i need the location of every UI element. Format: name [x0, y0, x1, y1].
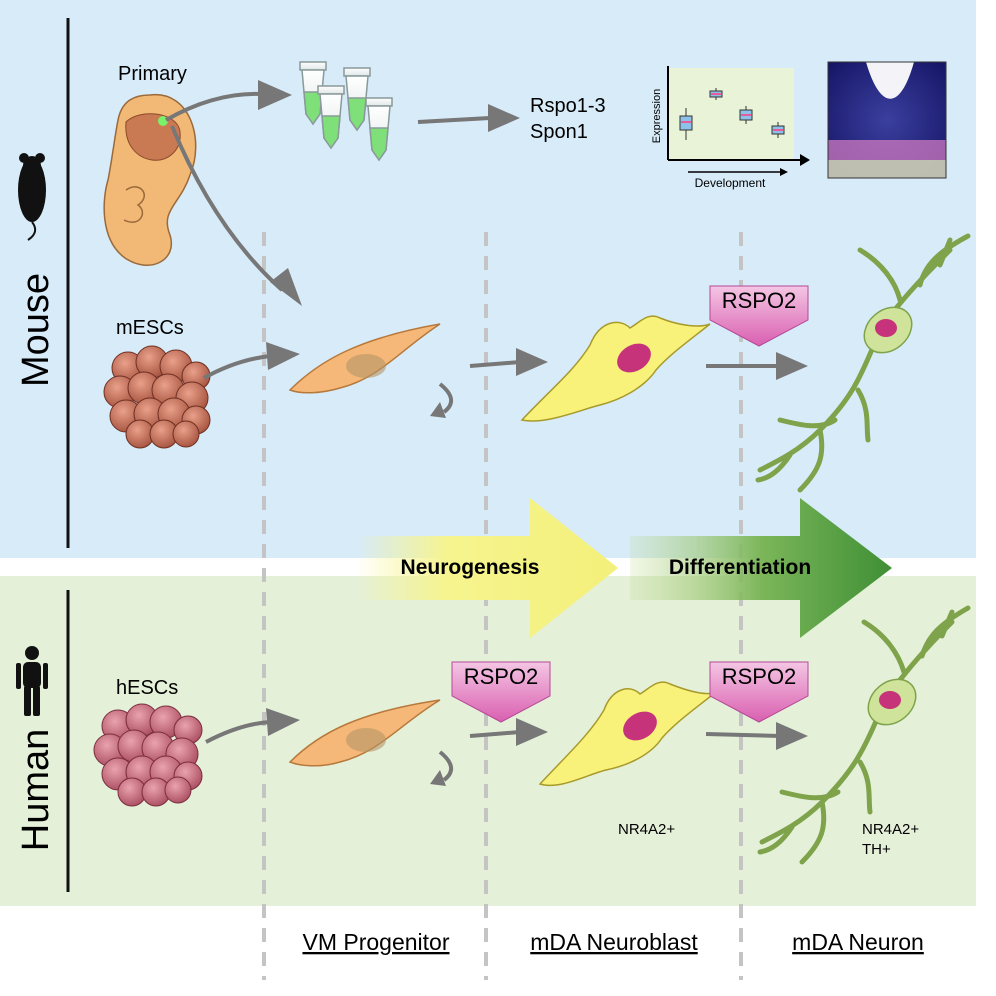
differentiation-arrow: Differentiation — [630, 498, 892, 638]
human-neuroblast-cell — [538, 681, 717, 787]
tissue-image — [827, 61, 947, 179]
mouse-label: Mouse — [15, 273, 57, 387]
mescs-label: mESCs — [116, 317, 184, 339]
arrow-tubes-to-genes — [417, 104, 520, 132]
arrow-neuroblast-to-neuron-mouse — [706, 352, 808, 380]
nr4a2-neuron-label: NR4A2+ — [862, 821, 919, 838]
human-self-renewal-arrow — [430, 718, 548, 786]
arrow-neuroblast-to-neuron-human — [705, 722, 808, 750]
arrow-mescs-to-progenitor — [203, 342, 300, 380]
rspo2-label-mouse: RSPO2 — [722, 288, 797, 313]
arrow-primary-to-progenitor — [170, 125, 302, 306]
expression-plot: Expression Development — [651, 66, 810, 190]
human-neuron-cell — [757, 605, 971, 865]
arrow-hescs-to-progenitor — [205, 708, 300, 744]
mouse-neuroblast-cell — [520, 315, 711, 422]
mouse-panel-background — [0, 0, 976, 558]
tubes-illustration — [299, 61, 393, 162]
rspo2-label-human-1: RSPO2 — [464, 664, 539, 689]
stage-mda-neuroblast: mDA Neuroblast — [530, 929, 698, 955]
rspo2-pointer-human-2: RSPO2 — [709, 661, 809, 723]
arrow-primary-to-tubes — [165, 80, 292, 122]
hescs-label: hESCs — [116, 677, 178, 699]
mouse-self-renewal-arrow — [430, 348, 548, 418]
human-label: Human — [15, 729, 57, 852]
human-neuron-body — [867, 678, 917, 726]
genes-label-line2: Spon1 — [530, 121, 588, 143]
human-icon — [16, 646, 48, 716]
plot-ylabel: Expression — [651, 89, 663, 143]
primary-label: Primary — [118, 63, 187, 85]
mescs-cluster — [103, 345, 211, 449]
mouse-progenitor-cell — [288, 323, 441, 394]
plot-xlabel: Development — [695, 176, 766, 190]
embryo-illustration — [103, 94, 197, 267]
human-progenitor-cell — [288, 699, 441, 767]
mouse-icon — [18, 153, 46, 241]
neurogenesis-arrow: Neurogenesis — [356, 498, 618, 638]
stage-vm-progenitor: VM Progenitor — [302, 929, 449, 955]
stage-mda-neuron: mDA Neuron — [792, 929, 924, 955]
rspo2-pointer-mouse: RSPO2 — [709, 285, 809, 347]
mouse-neuron-body — [863, 306, 913, 354]
neurogenesis-label: Neurogenesis — [401, 556, 540, 579]
differentiation-label: Differentiation — [669, 556, 811, 579]
rspo2-label-human-2: RSPO2 — [722, 664, 797, 689]
genes-label-line1: Rspo1-3 — [530, 95, 606, 117]
nr4a2-label: NR4A2+ — [618, 821, 675, 838]
hescs-cluster — [93, 703, 203, 807]
rspo2-pointer-human-1: RSPO2 — [451, 661, 551, 723]
th-label: TH+ — [862, 841, 891, 858]
